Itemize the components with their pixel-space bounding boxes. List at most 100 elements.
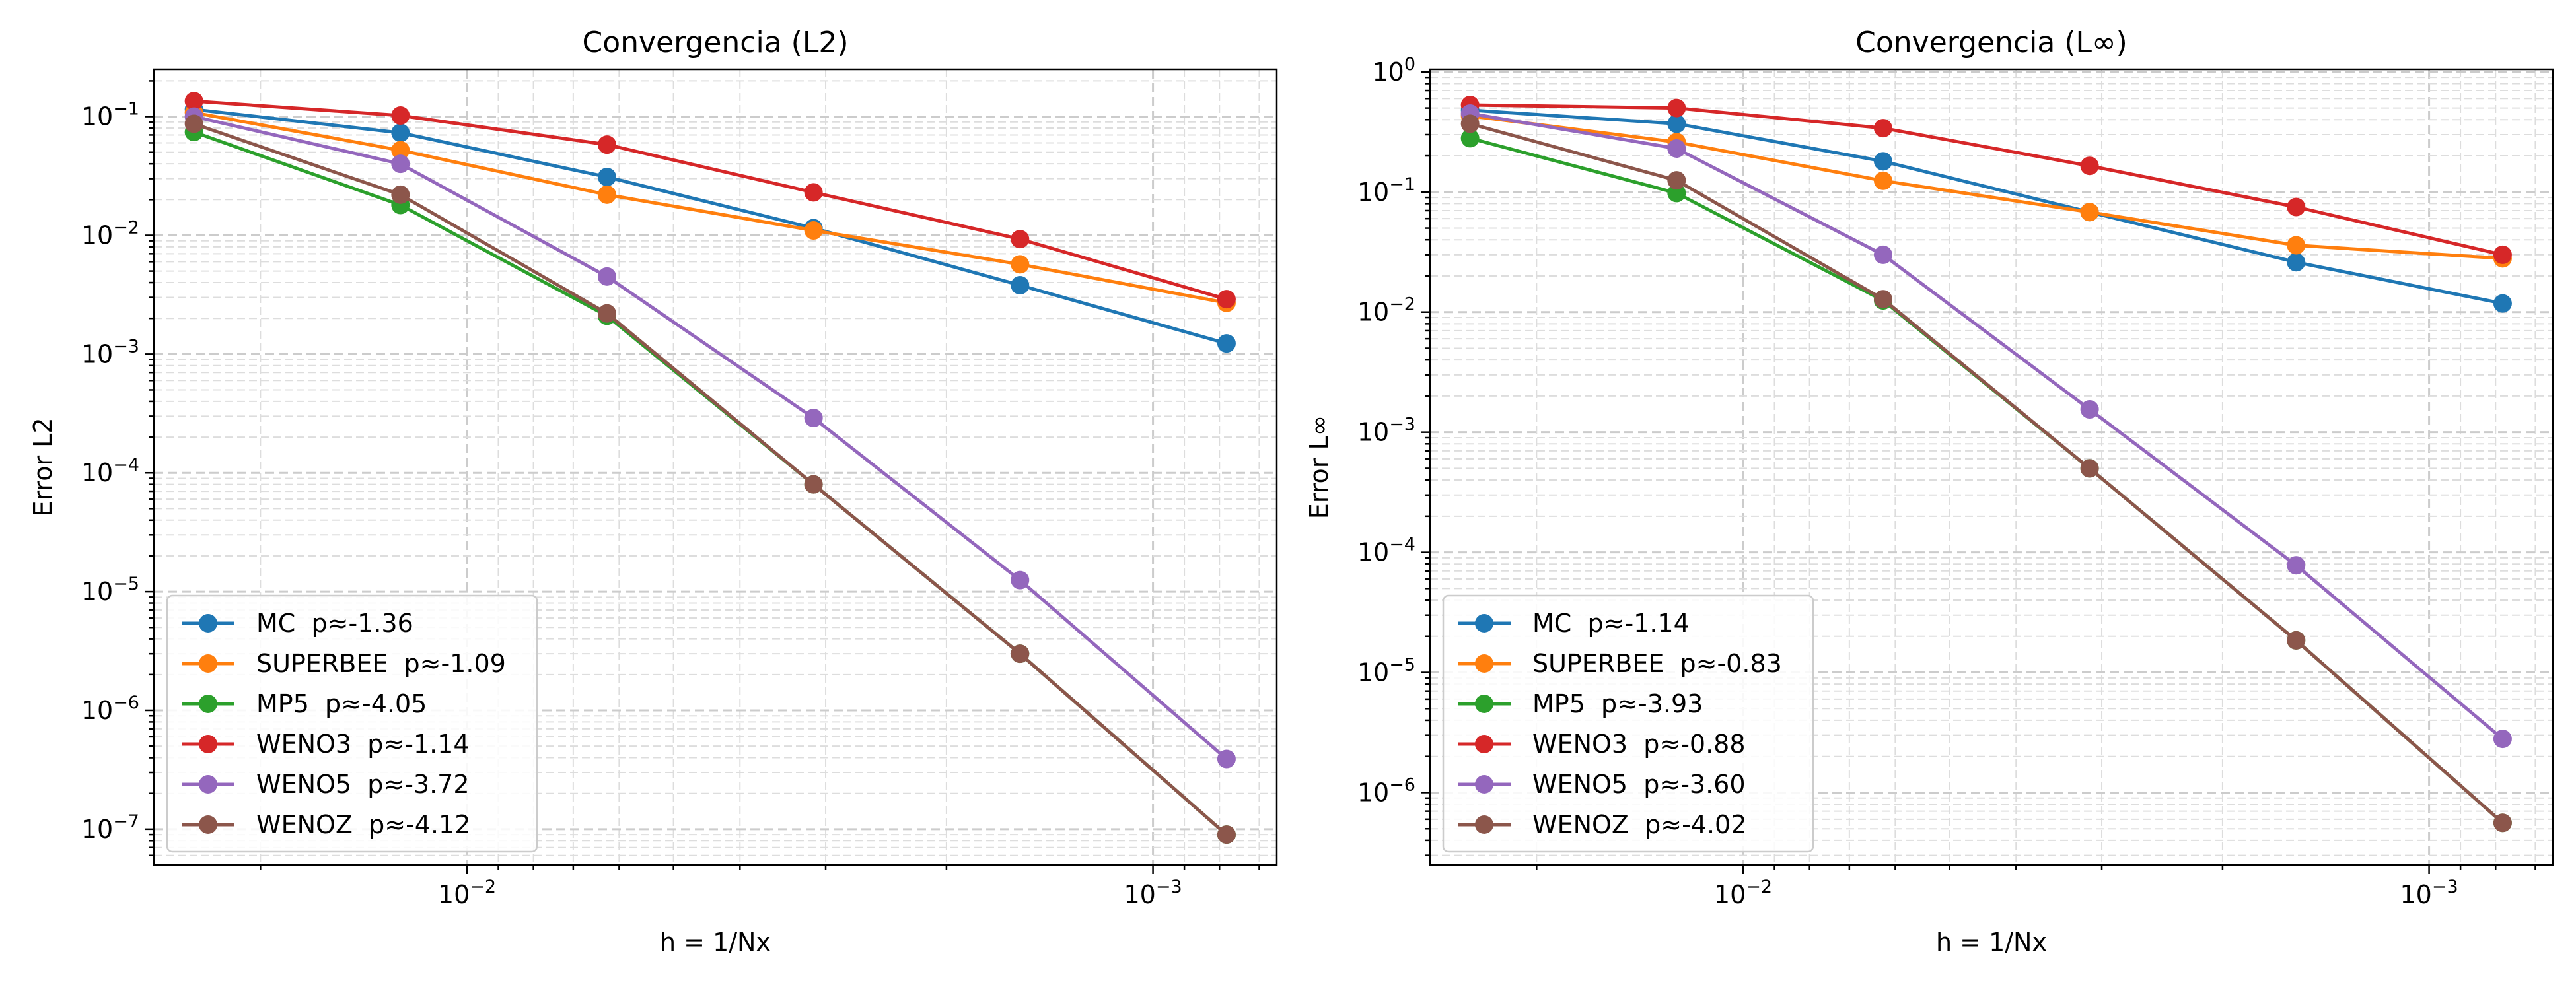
data-point xyxy=(391,123,410,143)
x-tick-label: 10−2 xyxy=(438,877,496,909)
y-tick-label: 10−6 xyxy=(1357,774,1415,807)
y-tick-label: 10−5 xyxy=(81,574,139,606)
data-point xyxy=(1873,152,1892,171)
data-point xyxy=(804,183,823,202)
data-point xyxy=(1667,184,1686,203)
data-point xyxy=(1217,749,1236,769)
legend-box xyxy=(1442,594,1814,853)
y-tick-label: 10−4 xyxy=(81,455,139,487)
data-point xyxy=(1217,290,1236,309)
data-point xyxy=(597,267,616,286)
data-point xyxy=(804,409,823,428)
data-point xyxy=(1011,255,1030,274)
y-tick-label: 10−4 xyxy=(1357,535,1415,567)
y-tick-label: 10−3 xyxy=(81,336,139,368)
legend-item: MC p≈-1.36 xyxy=(182,609,413,638)
legend-item: WENOZ p≈-4.12 xyxy=(182,810,470,839)
left-series xyxy=(184,92,1236,844)
left-x-axis-label: h = 1/Nx xyxy=(660,928,771,957)
data-point xyxy=(2287,556,2306,575)
data-point xyxy=(1667,114,1686,133)
series-line xyxy=(1470,112,2504,741)
legend-marker xyxy=(199,614,217,633)
data-point xyxy=(1460,114,1480,133)
y-tick-label: 10−1 xyxy=(81,99,139,131)
series-line xyxy=(193,122,1228,836)
data-point xyxy=(1011,570,1030,590)
data-point xyxy=(1873,171,1892,190)
legend-label: WENO5 p≈-3.72 xyxy=(256,770,470,799)
legend-item: WENOZ p≈-4.02 xyxy=(1458,810,1746,839)
legend-item: MC p≈-1.14 xyxy=(1458,609,1690,638)
data-point xyxy=(1011,276,1030,295)
left-axes-frame xyxy=(153,68,1278,866)
legend-label: MP5 p≈-3.93 xyxy=(1532,689,1703,718)
data-point xyxy=(2080,156,2099,176)
legend-item: WENO3 p≈-1.14 xyxy=(182,730,470,759)
data-point xyxy=(391,185,410,204)
series-mc xyxy=(184,100,1236,353)
series-line xyxy=(1470,114,2503,260)
right-ticks xyxy=(1421,71,2536,874)
left-ticks xyxy=(145,80,1260,874)
data-point xyxy=(391,154,410,174)
series-line xyxy=(1470,108,2503,306)
data-point xyxy=(2493,245,2512,264)
legend-marker xyxy=(1475,654,1493,673)
legend-item: WENO3 p≈-0.88 xyxy=(1458,730,1746,759)
legend-item: SUPERBEE p≈-0.83 xyxy=(1458,649,1782,678)
series-line xyxy=(1470,121,2504,825)
x-tick-label: 10−2 xyxy=(1714,877,1772,909)
series-weno3 xyxy=(184,92,1236,309)
legend-label: WENO3 p≈-0.88 xyxy=(1532,730,1746,759)
data-point xyxy=(1011,230,1030,249)
data-point xyxy=(804,221,823,240)
legend-marker xyxy=(1475,815,1493,834)
data-point xyxy=(1217,825,1236,844)
legend-label: WENO3 p≈-1.14 xyxy=(256,730,470,759)
legend-item: WENO5 p≈-3.72 xyxy=(182,770,470,799)
data-point xyxy=(1667,98,1686,118)
legend-marker xyxy=(1475,775,1493,794)
right-panel: 10−2 10−3 10−6 10−5 10−4 10−3 10−2 10−1 100 Conve… xyxy=(1305,26,2554,957)
left-y-axis-label: Error L2 xyxy=(28,417,57,516)
y-tick-label: 100 xyxy=(1372,54,1415,86)
series-line xyxy=(1470,103,2503,257)
legend-marker xyxy=(199,735,217,753)
data-point xyxy=(2080,400,2099,419)
series-line xyxy=(194,115,1228,761)
legend-marker xyxy=(1475,695,1493,713)
legend-marker xyxy=(199,695,217,713)
legend-label: WENOZ p≈-4.12 xyxy=(256,810,470,839)
y-tick-label: 10−6 xyxy=(81,693,139,725)
data-point xyxy=(597,135,616,154)
left-legend: MC p≈-1.36 SUPERBEE p≈-1.09 MP5 p≈-4.05 WEN… xyxy=(166,594,538,853)
y-tick-label: 10−2 xyxy=(1357,294,1415,327)
series-wenoz xyxy=(1460,114,2512,833)
data-point xyxy=(597,185,616,204)
y-tick-label: 10−1 xyxy=(1357,174,1415,207)
legend-item: WENO5 p≈-3.60 xyxy=(1458,770,1746,799)
data-point xyxy=(1011,644,1030,664)
y-tick-label: 10−2 xyxy=(81,217,139,250)
data-point xyxy=(1873,119,1892,138)
data-point xyxy=(597,304,616,323)
legend-marker xyxy=(199,654,217,673)
legend-label: SUPERBEE p≈-1.09 xyxy=(256,649,506,678)
y-tick-label: 10−7 xyxy=(81,811,139,844)
left-panel: 10−2 10−3 10−7 10−6 10−5 10−4 10−3 10−2 10−1 Conv… xyxy=(28,26,1278,957)
data-point xyxy=(1873,245,1892,264)
y-tick-label: 10−5 xyxy=(1357,655,1415,687)
data-point xyxy=(2080,203,2099,222)
series-weno5 xyxy=(1460,104,2512,749)
x-tick-label: 10−3 xyxy=(2400,877,2458,909)
data-point xyxy=(1667,171,1686,190)
data-point xyxy=(391,106,410,125)
data-point xyxy=(597,168,616,187)
legend-label: MP5 p≈-4.05 xyxy=(256,689,427,718)
data-point xyxy=(1667,139,1686,158)
data-point xyxy=(2287,253,2306,272)
right-series xyxy=(1460,96,2512,833)
